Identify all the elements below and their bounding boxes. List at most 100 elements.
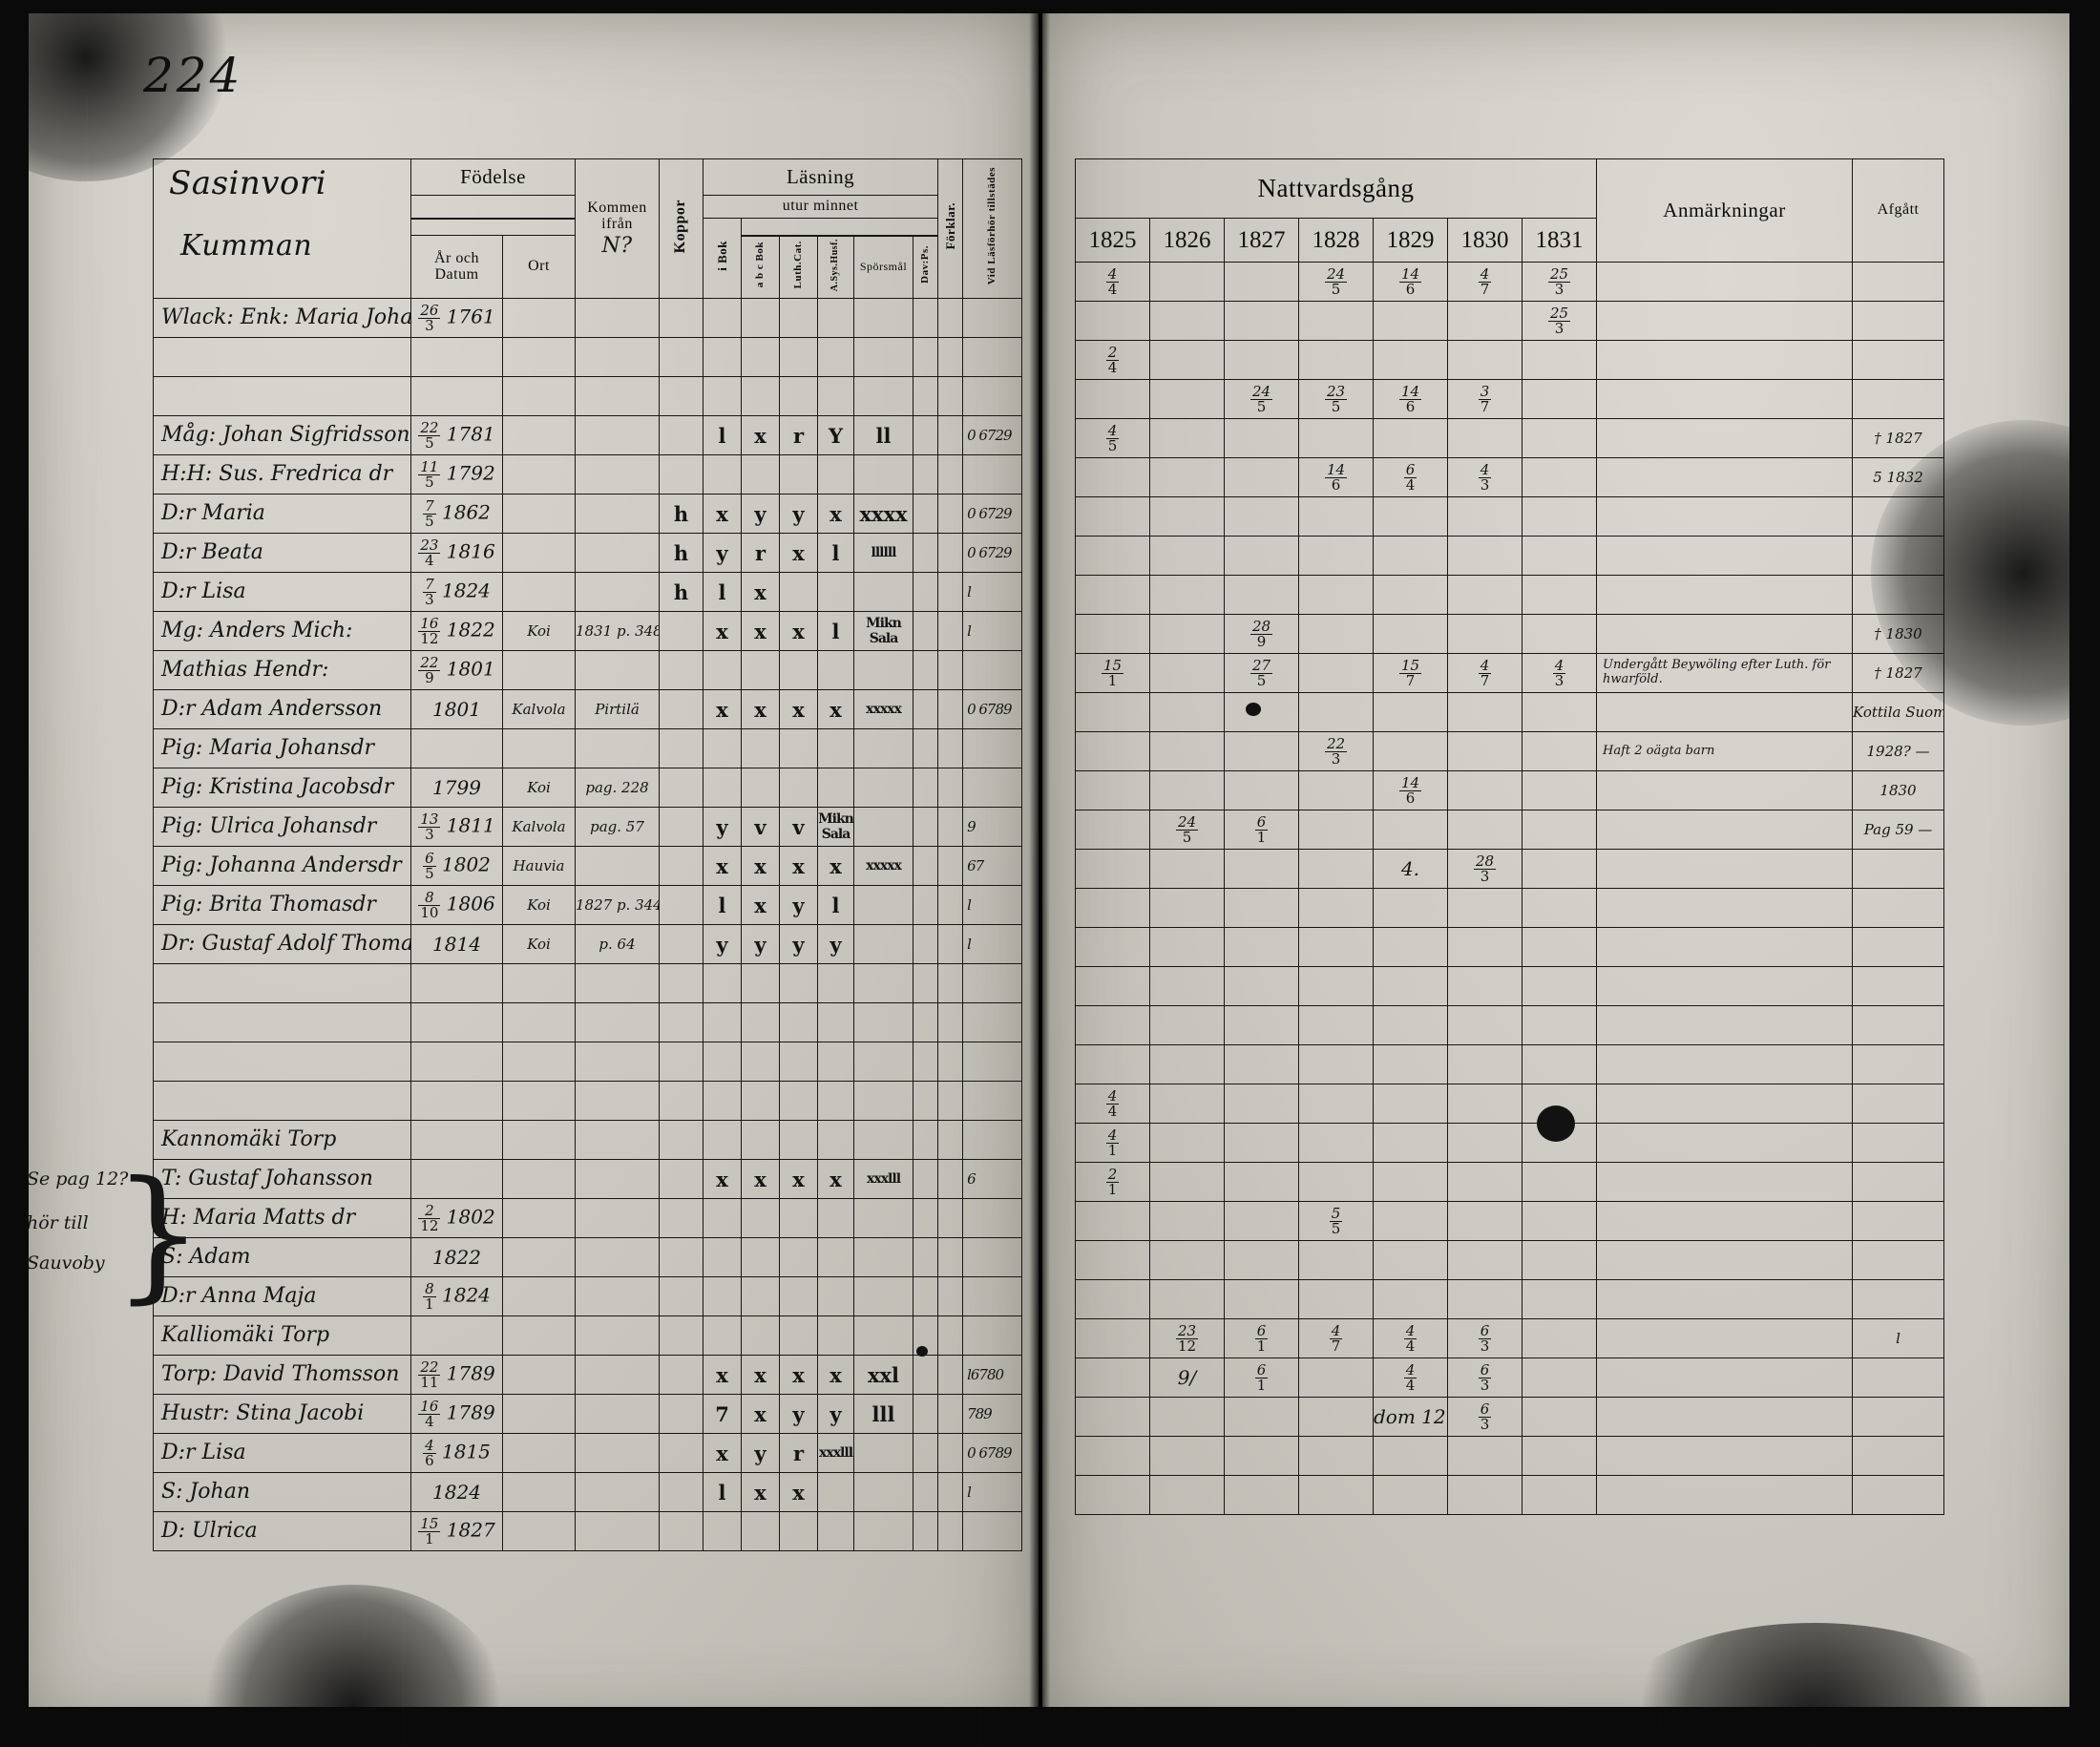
cell-koppor [660, 1512, 704, 1551]
paper-fiber [952, 117, 953, 571]
cell-communion-1829: 14 6 [1374, 771, 1448, 810]
cell-lasforhor [963, 964, 1022, 1003]
row-from: Pirtilä [576, 703, 659, 717]
cell-reading-3: y [780, 886, 818, 925]
row-name: Wlack: Enk: Maria Johansdr [154, 307, 410, 328]
cell-reading-5 [854, 1042, 914, 1082]
cell-communion-1827 [1225, 693, 1299, 732]
row-communion-0: 44 [1076, 1089, 1149, 1118]
paper-fiber [1645, 349, 1646, 1311]
cell-communion-1830 [1448, 576, 1522, 615]
row-communion-4: 15 7 [1374, 659, 1447, 687]
row-reading-4: xxxlll [818, 1445, 853, 1461]
cell-communion-1828 [1299, 889, 1374, 928]
cell-from [576, 1512, 660, 1551]
cell-communion-1829 [1374, 1163, 1448, 1202]
cell-reading-1 [704, 729, 742, 768]
cell-reading-1 [704, 455, 742, 495]
row-name: Hustr: Stina Jacobi [154, 1403, 410, 1424]
cell-reading-4 [818, 377, 854, 416]
row-reading-1: x [704, 698, 741, 722]
cell-afgatt [1853, 889, 1944, 928]
table-row: Dr: Gustaf Adolf Thomasson1814Koip. 64yy… [154, 925, 1022, 964]
row-name: Pig: Johanna Andersdr [154, 855, 410, 876]
cell-communion-1827 [1225, 302, 1299, 341]
cell-communion-1828 [1299, 1006, 1374, 1045]
row-reading-5: xxxxx [854, 858, 913, 874]
cell-from [576, 299, 660, 338]
row-birth: 81 1824 [411, 1282, 502, 1311]
cell-communion-1830 [1448, 1280, 1522, 1319]
cell-reading-4 [818, 768, 854, 808]
cell-communion-1827 [1225, 1280, 1299, 1319]
row-birth: 75 1862 [411, 499, 502, 528]
row-birth: 2 12 1802 [411, 1204, 502, 1232]
row-from: 1831 p. 348 [576, 624, 659, 639]
row-reading-4: x [818, 698, 853, 722]
table-row: Mathias Hendr: 22 9 1801 [154, 651, 1022, 690]
cell-koppor [660, 299, 704, 338]
cell-communion-1828 [1299, 419, 1374, 458]
cell-reading-2 [742, 1512, 780, 1551]
cell-communion-1830 [1448, 1476, 1522, 1515]
cell-reading-3: x [780, 1356, 818, 1395]
cell-communion-1829 [1374, 537, 1448, 576]
row-reading-2: x [742, 620, 779, 643]
cell-communion-1831 [1522, 1241, 1597, 1280]
row-communion-4: 64 [1374, 463, 1447, 492]
table-row: Pig: Ulrica Johansdr 13 3 1811 Kalvola pag. … [154, 808, 1022, 847]
cell-reading-5 [854, 964, 914, 1003]
row-communion-5: 37 [1448, 385, 1522, 413]
row-name: D:r Beata [154, 542, 410, 563]
cell-afgatt: † 1827 [1853, 654, 1944, 693]
row-from: pag. 57 [576, 820, 659, 834]
table-row: D:r Beata 23 4 1816 h y r x l llllll 0 6729 [154, 534, 1022, 573]
cell-communion-1827 [1225, 1202, 1299, 1241]
ink-blot-small [1246, 703, 1261, 716]
cell-forklar [938, 534, 963, 573]
cell-reading-1: l [704, 416, 742, 455]
cell-name: T: Gustaf Johansson [154, 1160, 411, 1199]
cell-afgatt [1853, 1437, 1944, 1476]
cell-communion-1829 [1374, 302, 1448, 341]
ink-blot-large [1537, 1105, 1575, 1142]
header-year-1830: 1830 [1448, 219, 1522, 263]
cell-communion-1830: 63 [1448, 1358, 1522, 1398]
cell-reading-2: x [742, 612, 780, 651]
cell-afgatt [1853, 341, 1944, 380]
row-name: Pig: Kristina Jacobsdr [154, 777, 410, 798]
cell-reading-3 [780, 964, 818, 1003]
paper-fiber [2020, 222, 2021, 1103]
cell-communion-1830 [1448, 1163, 1522, 1202]
row-lasforhor: 789 [963, 1407, 1021, 1421]
cell-from: pag. 57 [576, 808, 660, 847]
header-luth-cat: Luth.Cat. [780, 236, 818, 299]
row-communion-1: 9/ [1150, 1366, 1224, 1389]
cell-reading-3: x [780, 1473, 818, 1512]
cell-communion-1826 [1150, 771, 1225, 810]
table-row: S: Adam 1822 [154, 1238, 1022, 1277]
row-communion-2: 28 9 [1225, 620, 1298, 648]
row-koppor: h [660, 502, 703, 526]
row-reading-3: y [780, 1402, 817, 1426]
scan-edge-bottom [0, 1707, 2100, 1747]
cell-communion-1827 [1225, 1084, 1299, 1124]
cell-reading-3 [780, 1042, 818, 1082]
cell-communion-1830 [1448, 302, 1522, 341]
table-row: D:r Lisa 7 3 1824 h l x l [154, 573, 1022, 612]
cell-reading-2: y [742, 495, 780, 534]
table-row: D:r Maria 7 5 1862 h x y y x xxxx 0 6729 [154, 495, 1022, 534]
cell-communion-1829 [1374, 1437, 1448, 1476]
cell-name: Mathias Hendr: [154, 651, 411, 690]
cell-koppor [660, 1199, 704, 1238]
cell-reading-6 [914, 1277, 938, 1316]
row-birth: 13 3 1811 [411, 812, 502, 841]
row-reading-3: y [780, 894, 817, 917]
paper-fiber [2013, 37, 2014, 673]
cell-koppor [660, 964, 704, 1003]
cell-communion-1827: 27 5 [1225, 654, 1299, 693]
cell-communion-1829 [1374, 341, 1448, 380]
row-lasforhor: 6 [963, 1172, 1021, 1187]
cell-reading-5 [854, 768, 914, 808]
cell-birth: 22 9 1801 [411, 651, 503, 690]
